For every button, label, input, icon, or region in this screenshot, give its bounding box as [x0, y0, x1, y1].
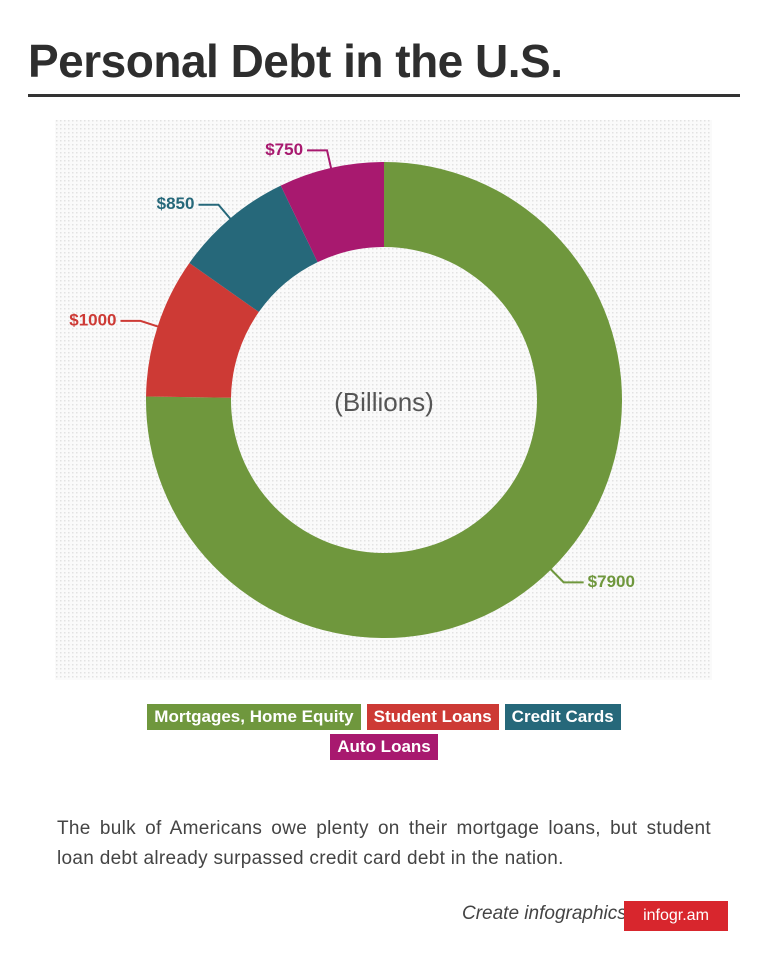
leader-line [120, 319, 160, 329]
value-label: $1000 [69, 310, 116, 329]
value-label: $750 [265, 140, 303, 159]
legend-item: Auto Loans [330, 734, 438, 760]
donut-slice [146, 162, 622, 639]
footer-text: Create infographics [462, 903, 627, 924]
leader-line [548, 567, 584, 584]
value-label: $7900 [588, 572, 635, 591]
legend: Mortgages, Home Equity Student Loans Credi… [100, 704, 668, 760]
legend-item: Credit Cards [504, 704, 621, 730]
leader-line [198, 203, 233, 221]
chart-title: Personal Debt in the U.S. [28, 35, 563, 87]
legend-item: Student Loans [366, 704, 499, 730]
center-label: (Billions) [334, 387, 434, 417]
leader-line [307, 149, 333, 171]
legend-item: Mortgages, Home Equity [147, 704, 361, 730]
donut-slice [189, 185, 318, 312]
title-rule [28, 94, 740, 97]
donut-slice [280, 162, 384, 263]
value-label: $850 [157, 194, 195, 213]
description: The bulk of Americans owe plenty on thei… [57, 818, 711, 869]
brand-tag: infogr.am [624, 901, 728, 931]
donut-slice [146, 263, 259, 398]
